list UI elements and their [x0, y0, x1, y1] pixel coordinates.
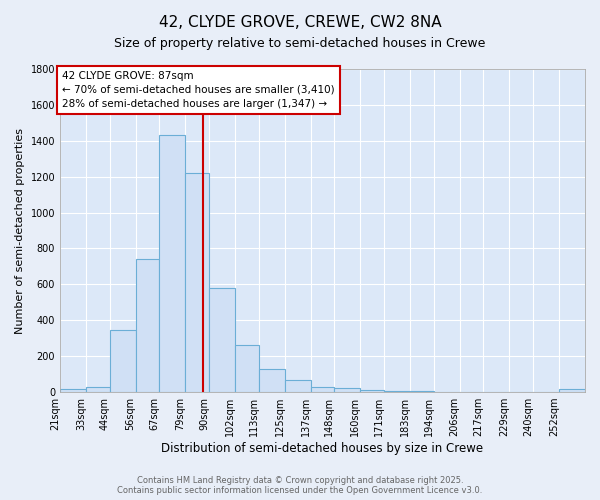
Bar	[160, 134, 185, 392]
Bar	[311, 386, 334, 392]
Bar	[285, 380, 311, 392]
Bar	[334, 388, 361, 392]
Text: 42 CLYDE GROVE: 87sqm
← 70% of semi-detached houses are smaller (3,410)
28% of s: 42 CLYDE GROVE: 87sqm ← 70% of semi-deta…	[62, 71, 335, 109]
Bar	[185, 173, 209, 392]
Bar	[136, 260, 160, 392]
Bar	[259, 368, 285, 392]
Bar	[209, 288, 235, 392]
Text: Contains HM Land Registry data © Crown copyright and database right 2025.
Contai: Contains HM Land Registry data © Crown c…	[118, 476, 482, 495]
Bar	[235, 346, 259, 392]
Bar	[361, 390, 384, 392]
Bar	[410, 391, 434, 392]
Bar	[86, 386, 110, 392]
Bar	[559, 390, 585, 392]
Bar	[110, 330, 136, 392]
X-axis label: Distribution of semi-detached houses by size in Crewe: Distribution of semi-detached houses by …	[161, 442, 484, 455]
Y-axis label: Number of semi-detached properties: Number of semi-detached properties	[15, 128, 25, 334]
Bar	[384, 391, 410, 392]
Bar	[60, 390, 86, 392]
Text: Size of property relative to semi-detached houses in Crewe: Size of property relative to semi-detach…	[115, 38, 485, 51]
Text: 42, CLYDE GROVE, CREWE, CW2 8NA: 42, CLYDE GROVE, CREWE, CW2 8NA	[158, 15, 442, 30]
